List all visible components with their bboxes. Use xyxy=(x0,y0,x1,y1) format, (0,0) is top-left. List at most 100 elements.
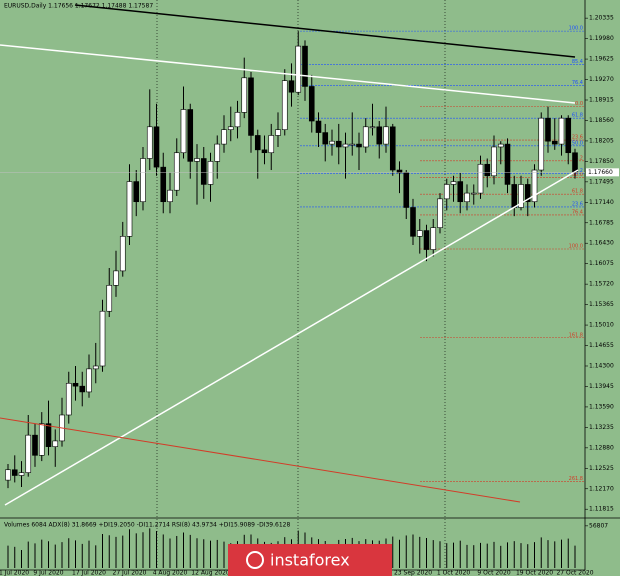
watermark-box xyxy=(228,544,392,576)
candle-body xyxy=(376,126,383,145)
candle-body xyxy=(11,469,18,476)
y-tick-label: 1.16785 xyxy=(589,219,614,226)
candle-body xyxy=(295,45,302,93)
candle-body xyxy=(254,135,261,151)
candle-body xyxy=(72,382,79,387)
candle-body xyxy=(572,152,578,173)
candle-body xyxy=(65,382,72,416)
candle-body xyxy=(45,423,52,447)
candle-body xyxy=(52,440,59,447)
y-tick-label: 1.16430 xyxy=(589,240,614,247)
candle-body xyxy=(187,109,194,162)
candle-body xyxy=(484,163,491,177)
candle-body xyxy=(443,184,450,200)
candle-body xyxy=(558,117,565,145)
candle-body xyxy=(32,434,38,456)
candle-body xyxy=(356,143,362,148)
candle-body xyxy=(227,126,234,130)
candle-body xyxy=(119,236,126,272)
candle-body xyxy=(207,161,214,185)
y-tick-label: 1.20335 xyxy=(589,15,614,22)
current-price-label: 1.17660 xyxy=(588,169,613,176)
candle-body xyxy=(464,192,470,203)
y-tick-label: 1.19625 xyxy=(589,56,614,63)
candle-body xyxy=(25,434,32,473)
candle-body xyxy=(194,158,200,162)
trendline xyxy=(74,4,576,58)
y-tick-label: 1.15010 xyxy=(589,322,614,329)
y-tick-label: 1.12525 xyxy=(589,465,614,472)
fib-label: 0.0 xyxy=(575,101,583,107)
candle-body xyxy=(268,135,275,154)
trendline xyxy=(4,169,579,506)
fib-label: 261.8 xyxy=(569,476,583,482)
x-tick-label: 1 Oct 2020 xyxy=(437,570,470,576)
x-tick-label: 27 Oct 2020 xyxy=(556,570,593,576)
y-tick-label: 1.13590 xyxy=(589,403,614,410)
y-tick-label: 1.17850 xyxy=(589,158,614,165)
candle-body xyxy=(383,126,389,145)
volume-tick-label: 56807 xyxy=(589,522,608,529)
candle-body xyxy=(308,86,315,122)
watermark: instaforex xyxy=(270,551,350,570)
candle-body xyxy=(160,166,167,203)
y-tick-label: 1.13235 xyxy=(589,424,614,431)
watermark-logo xyxy=(246,551,264,569)
candle-body xyxy=(126,181,133,237)
candle-body xyxy=(457,181,464,203)
y-tick-label: 1.12880 xyxy=(589,444,614,451)
candle-body xyxy=(504,143,511,185)
candle-body xyxy=(38,423,45,456)
x-tick-label: 9 Oct 2020 xyxy=(477,570,510,576)
candle-body xyxy=(477,163,484,194)
fib-label: 76.4 xyxy=(572,209,583,215)
fib-label: 161.8 xyxy=(569,332,583,338)
candle-body xyxy=(18,472,25,476)
candle-body xyxy=(167,189,173,203)
candle-body xyxy=(288,80,295,93)
y-tick-label: 1.15365 xyxy=(589,301,614,308)
y-tick-label: 1.18915 xyxy=(589,96,614,103)
fib-label: 50.0 xyxy=(572,140,583,146)
candle-body xyxy=(450,181,457,185)
candle-body xyxy=(173,152,180,191)
candle-body xyxy=(133,181,140,203)
candle-body xyxy=(369,126,376,129)
candle-body xyxy=(275,129,281,136)
fib-label: 76.4 xyxy=(572,80,583,86)
candle-body xyxy=(79,385,86,393)
x-tick-label: 4 Aug 2020 xyxy=(153,570,188,576)
y-tick-label: 1.17495 xyxy=(589,178,614,185)
candle-body xyxy=(146,126,153,159)
y-tick-label: 1.12170 xyxy=(589,485,614,492)
candle-body xyxy=(349,143,356,146)
trendline xyxy=(0,44,576,104)
candle-body xyxy=(545,117,551,142)
candle-body xyxy=(106,285,113,312)
candle-body xyxy=(531,169,538,203)
candle-body xyxy=(261,149,268,154)
y-tick-label: 1.15720 xyxy=(589,281,614,288)
candle-body xyxy=(430,227,437,250)
candle-body xyxy=(470,192,477,195)
candle-body xyxy=(214,143,221,162)
x-tick-label: 19 Oct 2020 xyxy=(516,570,553,576)
fib-label: 100.0 xyxy=(569,26,583,32)
x-tick-label: 17 Jul 2020 xyxy=(72,570,106,576)
candle-body xyxy=(362,126,369,148)
candle-body xyxy=(335,140,342,148)
y-tick-label: 1.16075 xyxy=(589,260,614,267)
candle-body xyxy=(329,140,335,145)
candle-body xyxy=(140,158,146,203)
candle-body xyxy=(416,230,423,237)
candle-body xyxy=(518,184,524,208)
x-tick-label: 1 Jul 2020 xyxy=(0,570,29,576)
y-tick-label: 1.17140 xyxy=(589,199,614,206)
y-tick-label: 1.18560 xyxy=(589,117,614,124)
y-tick-label: 1.18205 xyxy=(589,137,614,144)
candle-body xyxy=(5,469,11,481)
volume-title: Volumes 6084 ADX(8) 31.8669 +DI19.2050 -… xyxy=(4,522,290,529)
candle-body xyxy=(153,126,160,168)
candle-body xyxy=(200,158,207,185)
